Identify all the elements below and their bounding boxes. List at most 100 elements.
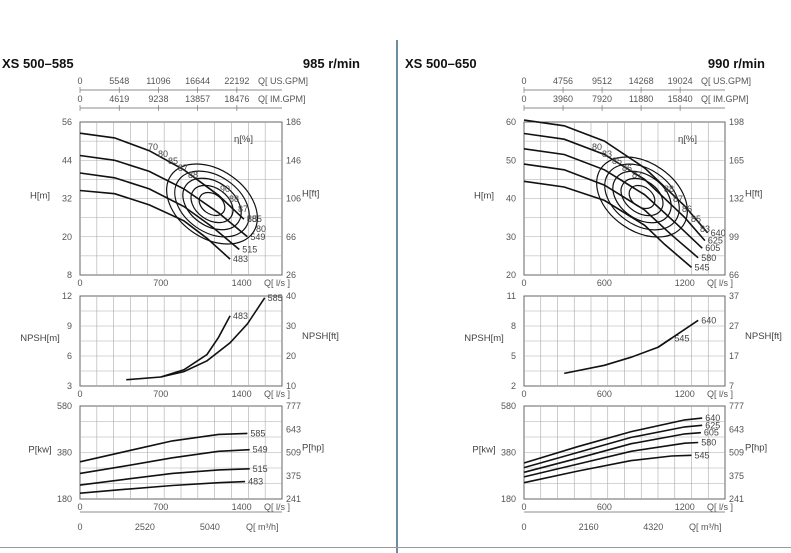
c1-power-ytick-right-label: 509 xyxy=(286,448,301,458)
c1-bottom-tick-label: 0 xyxy=(77,522,82,532)
c1-head-ytick-label: 44 xyxy=(62,155,72,165)
c1-power-ytick-right-label: 241 xyxy=(286,494,301,504)
c1-npsh-ylabel: NPSH[m] xyxy=(20,333,60,344)
c2-head-curve-640 xyxy=(523,119,709,234)
c2-efficiency-label: 83 xyxy=(700,224,710,234)
c2-npsh-ylabel: NPSH[m] xyxy=(464,333,504,344)
c1-head-ytick-label: 8 xyxy=(67,270,72,280)
c1-head-curve-label: 585 xyxy=(247,214,262,224)
c1-power-curve-label: 585 xyxy=(250,428,265,438)
c2-top-tick-label: 14268 xyxy=(629,76,654,86)
c2-top-unit: Q[ IM.GPM] xyxy=(701,94,749,104)
c1-efficiency-label: 85 xyxy=(168,156,178,166)
c2-bottom-tick-label: 0 xyxy=(521,522,526,532)
c1-efficiency-contour xyxy=(198,191,226,217)
c2-power-ytick-right-label: 375 xyxy=(729,471,744,481)
c1-top-unit: Q[ US.GPM] xyxy=(258,76,308,86)
c1-npsh-curve-585 xyxy=(160,297,266,378)
c2-npsh-xtick-label: 1200 xyxy=(675,389,695,399)
c2-power-curve-label: 580 xyxy=(701,438,716,448)
c2-npsh-ytick-label: 8 xyxy=(511,321,516,331)
c1-npsh-ytick-right-label: 40 xyxy=(286,291,296,301)
c2-efficiency-label: 87 xyxy=(673,194,683,204)
c1-head-xtick-label: 0 xyxy=(77,278,82,288)
c1-head-ytick-right-label: 106 xyxy=(286,194,301,204)
c2-npsh-ytick-right-label: 37 xyxy=(729,291,739,301)
c1-efficiency-contour xyxy=(174,170,250,238)
c2-npsh-ytick-right-label: 17 xyxy=(729,351,739,361)
c1-power-ytick-label: 180 xyxy=(57,494,72,504)
c1-power-curve-585 xyxy=(79,432,248,463)
c1-head-curve-549 xyxy=(79,154,248,238)
c2-top-tick-label: 15840 xyxy=(668,94,693,104)
c1-head-ytick-label: 32 xyxy=(62,194,72,204)
c2-power-ytick-label: 580 xyxy=(501,401,516,411)
c2-efficiency-contour xyxy=(620,177,664,217)
c1-power-xtick-label: 700 xyxy=(153,502,168,512)
c2-head-curve-580 xyxy=(523,163,699,259)
c2-efficiency-contour xyxy=(628,184,656,210)
c1-power-curve-483 xyxy=(79,480,246,494)
c2-npsh-ytick-label: 2 xyxy=(511,381,516,391)
c2-efficiency-label: 85 xyxy=(691,214,701,224)
c1-npsh-ytick-right-label: 10 xyxy=(286,381,296,391)
c1-npsh-curve-label: 483 xyxy=(233,311,248,321)
c1-top-tick-label: 9238 xyxy=(148,94,168,104)
c2-top-tick-label: 19024 xyxy=(668,76,693,86)
c2-head-ytick-label: 30 xyxy=(506,232,516,242)
c1-top-tick-label: 16644 xyxy=(185,76,210,86)
c1-power-ylabel: P[kw] xyxy=(28,445,51,456)
c2-power-ytick-label: 380 xyxy=(501,448,516,458)
c1-head-ytick-right-label: 26 xyxy=(286,270,296,280)
c2-power-ylabel-right: P[hp] xyxy=(745,443,767,454)
c1-head-ytick-label: 20 xyxy=(62,232,72,242)
c1-efficiency-contour xyxy=(190,184,234,224)
c2-model-title: XS 500–650 xyxy=(405,56,477,71)
c2-power-curve-605 xyxy=(523,431,701,474)
c2-head-xtick-label: 1200 xyxy=(675,278,695,288)
c2-head-ytick-label: 60 xyxy=(506,117,516,127)
c2-power-ytick-label: 180 xyxy=(501,494,516,504)
c1-head-curve-label: 483 xyxy=(233,254,248,264)
c2-efficiency-label: 86 xyxy=(622,163,632,173)
bottom-rule xyxy=(0,547,791,548)
c1-head-ytick-right-label: 186 xyxy=(286,117,301,127)
c2-head-ylabel-right: H[ft] xyxy=(745,189,762,200)
c1-npsh-ytick-label: 3 xyxy=(67,381,72,391)
c1-top-unit: Q[ IM.GPM] xyxy=(258,94,306,104)
c1-efficiency-contour xyxy=(166,163,258,245)
c2-head-xtick-label: 600 xyxy=(597,278,612,288)
c2-npsh-ytick-label: 5 xyxy=(511,351,516,361)
c2-npsh-curve-640 xyxy=(657,319,699,348)
c2-head-ylabel: H[m] xyxy=(474,191,494,202)
c2-power-ytick-right-label: 509 xyxy=(729,448,744,458)
c1-head-ytick-right-label: 66 xyxy=(286,232,296,242)
c2-head-curve-545 xyxy=(523,180,693,269)
c2-head-ytick-right-label: 132 xyxy=(729,194,744,204)
c1-head-curve-label: 515 xyxy=(242,245,257,255)
c2-top-tick-label: 7920 xyxy=(592,94,612,104)
c2-power-xtick-label: 0 xyxy=(521,502,526,512)
c2-bottom-tick-label: 4320 xyxy=(643,522,663,532)
c1-efficiency-label: 87 xyxy=(178,163,188,173)
panel-divider xyxy=(396,40,398,553)
c1-head-curve-585 xyxy=(79,132,245,220)
c2-head-ytick-label: 40 xyxy=(506,194,516,204)
c1-efficiency-label: 87 xyxy=(238,204,248,214)
c2-top-tick-label: 3960 xyxy=(553,94,573,104)
c1-power-curve-label: 549 xyxy=(253,445,268,455)
c1-power-ytick-label: 580 xyxy=(57,401,72,411)
c1-npsh-ytick-label: 12 xyxy=(62,291,72,301)
c1-speed: 985 r/min xyxy=(303,56,360,71)
c2-head-curve-label: 605 xyxy=(705,243,720,253)
c1-bottom-tick-label: 5040 xyxy=(200,522,220,532)
c2-head-curve-label: 625 xyxy=(708,236,723,246)
c1-top-tick-label: 5548 xyxy=(109,76,129,86)
c1-power-xtick-label: 1400 xyxy=(232,502,252,512)
c2-head-ytick-right-label: 165 xyxy=(729,155,744,165)
c1-npsh-ytick-label: 9 xyxy=(67,321,72,331)
c1-npsh-ytick-right-label: 20 xyxy=(286,351,296,361)
c2-head-xunit: Q[ l/s ] xyxy=(707,278,733,288)
c1-npsh-ylabel-right: NPSH[ft] xyxy=(302,331,339,342)
c2-efficiency-label: 85 xyxy=(612,156,622,166)
